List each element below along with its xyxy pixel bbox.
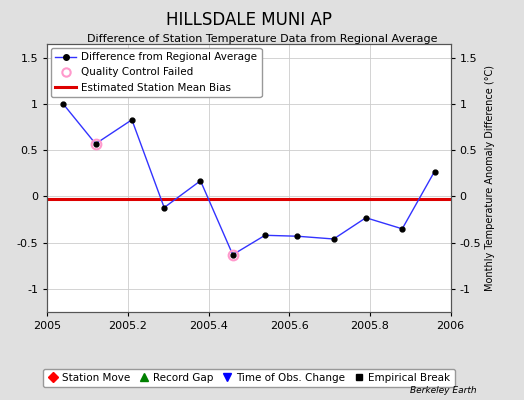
Legend: Station Move, Record Gap, Time of Obs. Change, Empirical Break: Station Move, Record Gap, Time of Obs. C… bbox=[43, 369, 455, 387]
Y-axis label: Monthly Temperature Anomaly Difference (°C): Monthly Temperature Anomaly Difference (… bbox=[485, 65, 496, 291]
Text: Difference of Station Temperature Data from Regional Average: Difference of Station Temperature Data f… bbox=[87, 34, 437, 44]
Title: HILLSDALE MUNI AP: HILLSDALE MUNI AP bbox=[166, 10, 332, 28]
Text: Berkeley Earth: Berkeley Earth bbox=[410, 386, 477, 395]
